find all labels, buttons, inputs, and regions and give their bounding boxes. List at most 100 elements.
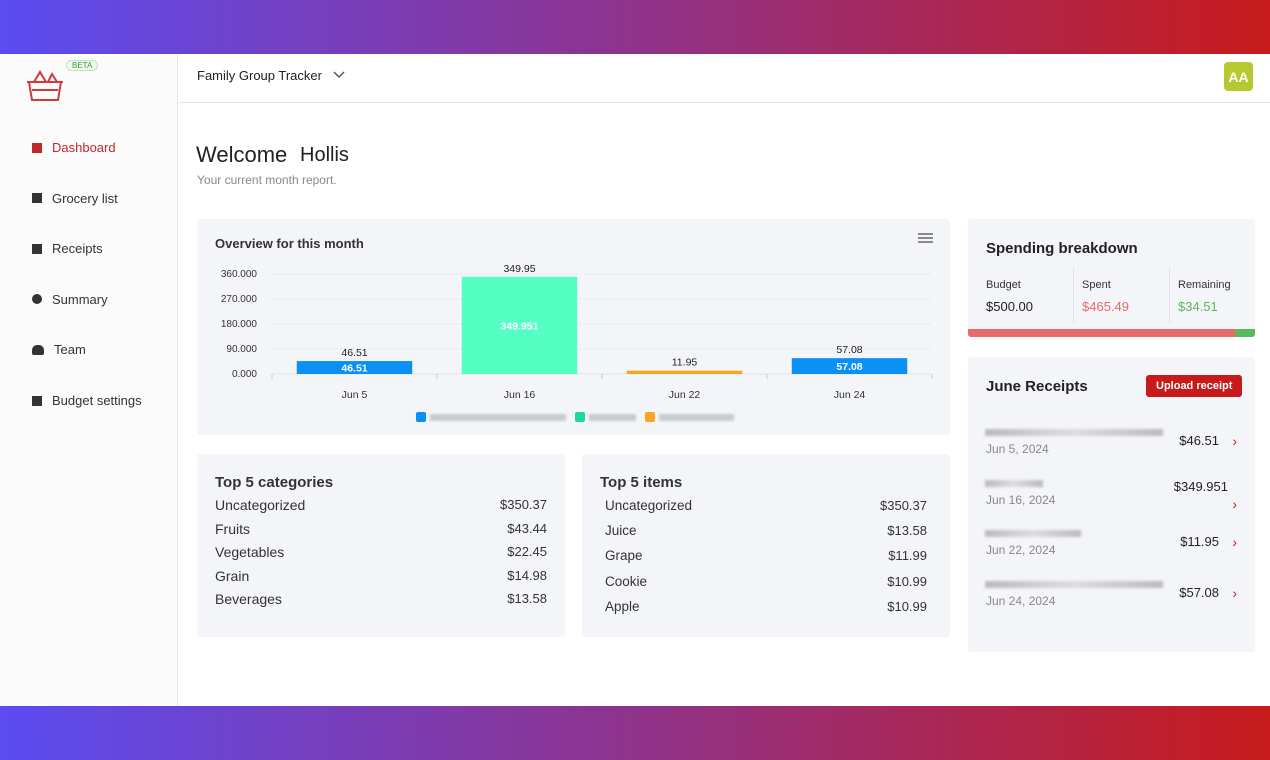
row-value: $13.58 [507,591,547,606]
receipts-card: June Receipts Upload receipt Jun 5, 2024… [968,357,1255,652]
data-label: 46.51 [341,347,367,359]
group-selector[interactable]: Family Group Tracker [197,68,322,83]
bar-inner-label: 57.08 [836,361,862,373]
chart-title: Overview for this month [215,236,364,251]
receipt-date: Jun 24, 2024 [986,593,1056,608]
bar [626,370,743,374]
menu-icon[interactable] [918,233,933,243]
legend-swatch [645,412,655,422]
bar-inner-label: 46.51 [341,363,367,375]
row-value: $350.37 [500,497,547,512]
spending-value: $500.00 [986,299,1033,314]
y-tick-label: 180.000 [221,319,258,330]
row-value: $11.99 [888,548,927,564]
receipt-open[interactable]: › [1232,534,1237,550]
receipt-open[interactable]: › [1232,495,1237,512]
spending-card: Spending breakdown Budget $500.00 Spent $46… [968,219,1255,337]
x-tick-label: Jun 16 [504,389,536,401]
nav-label: Budget settings [52,393,142,408]
row-label: Grape [605,548,643,564]
nav-icon [32,142,42,153]
spending-label: Remaining [1178,279,1231,291]
divider [1169,267,1170,323]
header: Family Group Tracker AA [179,54,1270,103]
legend-swatch [416,412,426,422]
receipt-amount: $46.51 [1179,433,1219,448]
welcome-subtitle: Your current month report. [197,173,337,187]
row-label: Cookie [605,573,648,589]
row-value: $350.37 [880,498,927,513]
categories-title: Top 5 categories [215,474,334,491]
row-label: Juice [605,523,637,539]
y-tick-label: 90.000 [226,344,257,355]
nav-label: Dashboard [52,140,116,155]
x-tick-label: Jun 22 [669,389,701,401]
nav-item[interactable]: Team [32,342,86,357]
legend-label-blurred [589,414,636,421]
nav-label: Grocery list [52,190,118,206]
spending-value: $465.49 [1082,299,1129,314]
sidebar: BETA Dashboard Grocery list Receipts Summar… [0,54,178,706]
row-label: Apple [605,598,640,614]
nav-item[interactable]: Receipts [32,241,103,256]
row-value: $13.58 [887,523,927,539]
receipt-date: Jun 16, 2024 [986,492,1056,507]
row-value: $14.98 [507,567,547,583]
row-value: $22.45 [507,544,547,559]
nav-item[interactable]: Grocery list [32,191,118,206]
divider [1073,267,1074,323]
receipt-amount: $349.951 [1173,478,1228,494]
row-value: $43.44 [507,520,547,536]
items-title: Top 5 items [600,474,683,491]
data-label: 11.95 [672,357,698,369]
data-label: 57.08 [836,344,862,356]
upload-button[interactable]: Upload receipt [1146,375,1243,397]
spent-bar [968,329,1235,337]
legend-label-blurred [430,414,566,421]
categories-card: Top 5 categories Uncategorized $350.37 Fru… [197,454,565,637]
row-label: Fruits [215,520,250,537]
nav-label: Team [54,342,86,358]
spending-label: Budget [986,279,1021,291]
receipt-date: Jun 22, 2024 [986,543,1056,557]
y-tick-label: 0.000 [232,369,257,380]
row-label: Uncategorized [215,497,306,513]
spending-label: Spent [1082,279,1111,291]
nav-icon [32,395,42,406]
nav-icon [32,243,42,254]
chevron[interactable] [333,70,345,80]
row-label: Uncategorized [605,498,693,513]
receipts-title: June Receipts [986,378,1088,395]
spending-title: Spending breakdown [986,240,1138,257]
top-band [0,0,1270,54]
receipt-open[interactable]: › [1232,584,1237,601]
nav-item[interactable]: Budget settings [32,393,142,408]
y-tick-label: 270.000 [221,294,258,305]
avatar[interactable]: AA [1224,62,1253,91]
receipt-name-blurred [985,530,1081,537]
receipt-date: Jun 5, 2024 [986,442,1049,456]
welcome-title: Welcome [196,142,288,167]
row-value: $10.99 [887,598,927,614]
x-tick-label: Jun 24 [834,389,866,401]
chart: Overview for this month 0.000 90.000 180.0… [215,233,933,422]
legend-swatch [575,412,585,422]
nav-item[interactable]: Summary [32,292,108,307]
nav-icon [32,294,42,305]
data-label: 349.95 [503,263,535,275]
nav-icon [32,193,42,204]
bar [791,358,908,374]
nav-item[interactable]: Dashboard [32,140,116,155]
receipt-amount: $57.08 [1179,584,1219,600]
logo [27,70,63,101]
receipt-amount: $11.95 [1180,534,1219,549]
x-tick-label: Jun 5 [342,389,368,401]
row-label: Beverages [215,591,282,607]
row-label: Vegetables [215,544,285,560]
legend-label-blurred [659,414,734,421]
bar [296,361,413,374]
receipt-open[interactable]: › [1232,433,1237,449]
spending-value: $34.51 [1178,299,1218,314]
nav-label: Summary [52,291,108,307]
